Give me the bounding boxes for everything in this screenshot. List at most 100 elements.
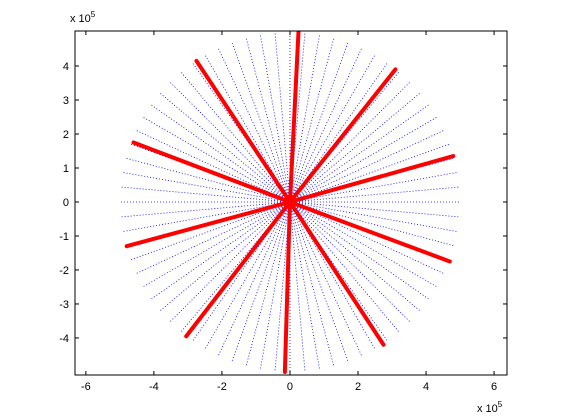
y-tick-label: -3 [59,299,69,311]
spoke [231,42,291,203]
red-line [131,140,292,204]
x-tick-label: 0 [287,381,293,393]
spoke [289,201,349,362]
red-line [287,67,398,204]
spoke [129,201,291,261]
x-tick-label: 4 [423,381,429,393]
y-multiplier-base: x 10 [70,13,91,25]
x-multiplier: x 105 [477,400,503,415]
spoke [289,201,421,312]
spoke [289,201,376,350]
x-multiplier-exponent: 5 [498,400,503,409]
y-tick-label: 2 [63,129,69,141]
spoke [192,62,291,203]
spoke [135,201,291,275]
x-tick-label: -6 [81,381,91,393]
red-line [184,199,292,339]
spoke [142,116,291,203]
spoke [259,201,291,370]
spoke [274,32,291,203]
spoke [289,201,388,342]
spoke [159,201,291,312]
spoke [289,129,445,203]
spoke [125,157,291,203]
spoke [289,54,376,203]
spoke [142,201,291,288]
axes: -6 -4 -2 0 2 4 6 -4 -3 -2 -1 0 1 2 3 4 [59,31,507,393]
spoke [289,104,430,203]
spoke [289,92,421,203]
spoke [120,186,291,203]
spoke [180,201,291,333]
spoke [135,129,291,203]
y-tick-label: 0 [63,197,69,209]
spoke [122,201,291,232]
spoke [129,143,291,203]
red-line [124,199,292,249]
spoke [217,47,291,203]
spoke [289,47,363,203]
x-tick-label: 2 [355,381,361,393]
y-tick-label: 3 [63,95,69,107]
marks [119,31,461,374]
spoke [150,201,291,300]
spoke [289,34,320,203]
spoke [150,104,291,203]
spoke [289,42,349,203]
spoke [289,186,460,203]
spoke [289,37,335,203]
axes-box [74,30,508,376]
spoke [259,34,291,203]
spoke [289,32,306,203]
spoke [289,201,438,288]
x-multiplier-base: x 10 [477,403,498,415]
spoke [274,201,291,372]
x-tick-label: -2 [217,381,227,393]
spoke [289,201,335,367]
red-line [287,31,301,204]
spoke [245,201,291,367]
spoke [289,201,455,247]
y-tick-label: -4 [59,333,69,345]
spoke [169,201,291,323]
y-tick-label: -2 [59,265,69,277]
spoke [289,201,460,218]
spoke [289,62,388,203]
spoke [180,71,291,203]
spoke [289,81,411,203]
y-multiplier-exponent: 5 [91,10,96,19]
y-tick-label: 1 [63,163,69,175]
y-multiplier: x 105 [70,10,96,25]
spoke [289,201,400,333]
spoke [289,201,411,323]
spoke [231,201,291,362]
spoke [192,201,291,342]
spoke [289,71,400,203]
red-line [194,58,292,204]
spoke [120,201,291,218]
spoke [289,201,445,275]
x-tick-label: 6 [491,381,497,393]
spoke [289,143,450,203]
red-line [287,154,456,204]
x-tick-label: -4 [149,381,159,393]
red-line [287,199,386,347]
y-tick-label: -1 [59,231,69,243]
spoke [289,116,438,203]
spoke [289,201,363,357]
spoke [122,172,291,203]
spoke [245,37,291,203]
spoke [204,201,291,350]
spoke [289,201,306,372]
spoke [289,201,320,370]
spoke [289,201,430,300]
spoke [169,81,291,203]
spoke [289,201,458,232]
y-tick-label: 4 [63,61,69,73]
red-line [282,199,292,374]
spoke [289,172,458,203]
spoke [217,201,291,357]
spoke [204,54,291,203]
spoke [159,92,291,203]
